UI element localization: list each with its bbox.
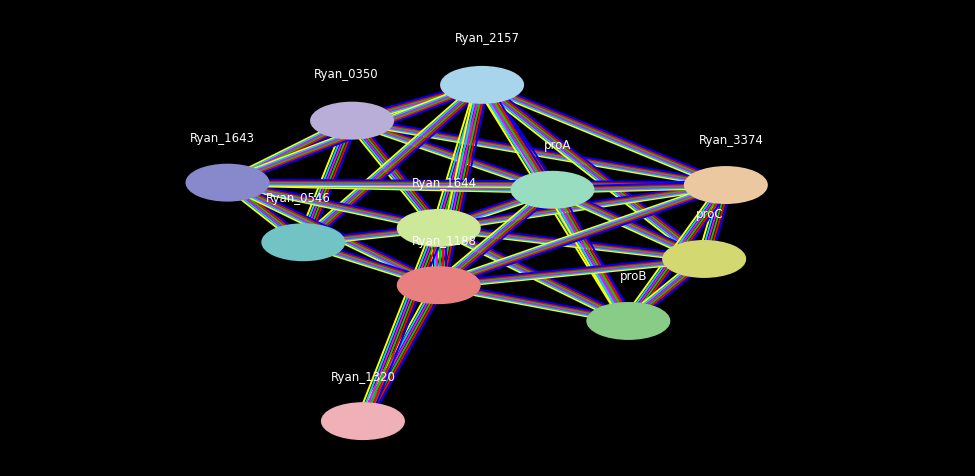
Circle shape — [511, 172, 594, 208]
Text: proC: proC — [696, 208, 723, 221]
Circle shape — [262, 225, 344, 261]
Text: Ryan_1643: Ryan_1643 — [189, 132, 254, 145]
Circle shape — [663, 241, 745, 278]
Text: Ryan_2157: Ryan_2157 — [455, 32, 520, 45]
Circle shape — [441, 68, 524, 104]
Circle shape — [186, 165, 269, 201]
Text: Ryan_3374: Ryan_3374 — [699, 134, 763, 147]
Text: Ryan_0350: Ryan_0350 — [314, 68, 379, 81]
Circle shape — [311, 103, 393, 139]
Circle shape — [684, 168, 767, 204]
Text: Ryan_1320: Ryan_1320 — [331, 370, 395, 383]
Circle shape — [398, 210, 480, 247]
Text: proA: proA — [544, 139, 571, 152]
Circle shape — [587, 303, 670, 339]
Text: Ryan_0546: Ryan_0546 — [265, 191, 331, 204]
Text: proB: proB — [620, 270, 647, 283]
Text: Ryan_1188: Ryan_1188 — [411, 234, 477, 247]
Text: Ryan_1644: Ryan_1644 — [411, 177, 477, 190]
Circle shape — [398, 268, 480, 304]
Circle shape — [322, 403, 404, 439]
